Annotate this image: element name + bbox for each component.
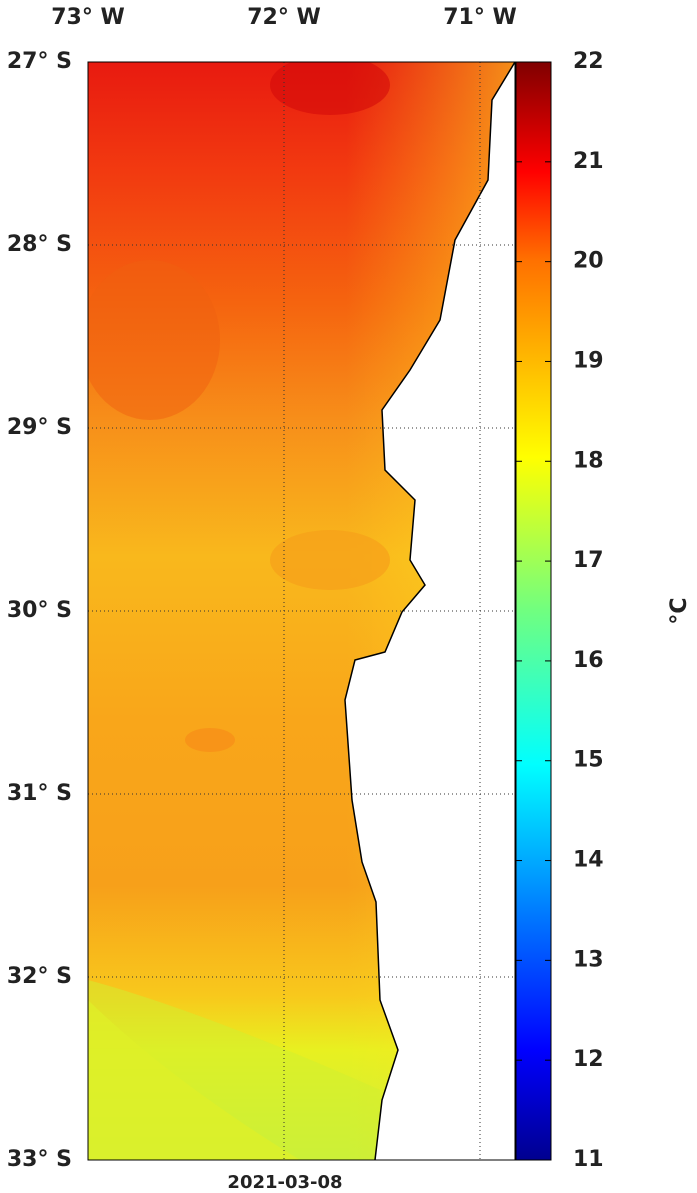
lat-label: 28° S bbox=[7, 232, 72, 257]
lat-label: 32° S bbox=[7, 964, 72, 989]
colorbar-tick-label: 12 bbox=[573, 1047, 604, 1072]
colorbar-tick-label: 17 bbox=[573, 548, 604, 573]
lon-label: 73° W bbox=[51, 5, 125, 30]
colorbar bbox=[515, 61, 552, 1161]
colorbar-tick-label: 22 bbox=[573, 49, 604, 74]
coastline bbox=[344, 61, 516, 1161]
colorbar-tick-label: 13 bbox=[573, 947, 604, 972]
colorbar-tick-label: 20 bbox=[573, 249, 604, 274]
lat-label: 27° S bbox=[7, 49, 72, 74]
colorbar-tick-label: 15 bbox=[573, 748, 604, 773]
lon-label: 72° W bbox=[247, 5, 321, 30]
colorbar-unit: °C bbox=[667, 597, 692, 624]
colorbar-tick-label: 21 bbox=[573, 149, 604, 174]
sst-field bbox=[88, 62, 515, 1160]
colorbar-tick-label: 19 bbox=[573, 348, 604, 373]
colorbar-tick-label: 14 bbox=[573, 848, 604, 873]
graticule bbox=[88, 62, 515, 1160]
colorbar-tick-label: 16 bbox=[573, 648, 604, 673]
lon-label: 71° W bbox=[443, 5, 517, 30]
map-frame bbox=[87, 61, 516, 1161]
lat-label: 30° S bbox=[7, 598, 72, 623]
lat-label: 31° S bbox=[7, 781, 72, 806]
lat-label: 33° S bbox=[7, 1147, 72, 1172]
lat-label: 29° S bbox=[7, 415, 72, 440]
colorbar-tick-label: 18 bbox=[573, 448, 604, 473]
date-label: 2021-03-08 bbox=[227, 1172, 342, 1193]
colorbar-tick-label: 11 bbox=[573, 1147, 604, 1172]
